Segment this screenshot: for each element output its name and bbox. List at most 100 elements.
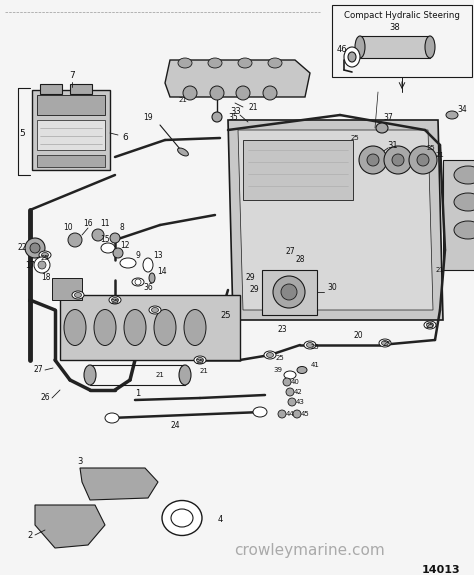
Circle shape [92,229,104,241]
Bar [37,120,105,150]
Circle shape [25,238,45,258]
Circle shape [113,248,123,258]
Ellipse shape [208,58,222,68]
Text: 10: 10 [63,224,73,232]
Bar [70,84,92,94]
Text: 2: 2 [27,531,33,539]
Circle shape [359,146,387,174]
Ellipse shape [379,339,391,347]
Ellipse shape [39,251,51,259]
Text: crowleymarine.com: crowleymarine.com [235,542,385,558]
Text: 11: 11 [100,220,110,228]
Ellipse shape [344,47,360,67]
Text: 24: 24 [170,420,180,430]
Circle shape [286,388,294,396]
Circle shape [135,279,141,285]
Bar [243,140,353,200]
Ellipse shape [101,243,115,253]
Circle shape [409,146,437,174]
Text: 25: 25 [221,310,231,320]
Ellipse shape [304,341,316,349]
Text: 45: 45 [301,411,310,417]
Text: 39: 39 [273,367,283,373]
Circle shape [281,284,297,300]
Text: 4: 4 [218,516,223,524]
Text: 13: 13 [153,251,163,259]
Bar [37,155,105,167]
Text: 6: 6 [122,133,128,143]
Text: 9: 9 [136,251,140,259]
Text: 7: 7 [69,71,75,80]
Ellipse shape [143,258,153,272]
Text: 21: 21 [155,372,164,378]
Circle shape [68,233,82,247]
Text: 18: 18 [41,274,51,282]
Bar [52,278,82,300]
Bar [32,90,110,170]
Ellipse shape [171,509,193,527]
Text: 19: 19 [143,113,153,122]
Text: 28: 28 [295,255,305,264]
Bar [37,95,105,115]
Ellipse shape [197,358,203,362]
Ellipse shape [454,221,474,239]
Text: 37: 37 [383,113,393,121]
Polygon shape [35,505,105,548]
Text: 21: 21 [179,97,187,103]
Ellipse shape [154,309,176,346]
Text: 8: 8 [119,224,124,232]
Ellipse shape [212,112,222,122]
Ellipse shape [264,351,276,359]
Ellipse shape [179,365,191,385]
Bar [40,84,62,94]
Text: 26: 26 [40,393,50,402]
Text: 25: 25 [351,135,359,141]
Text: 5: 5 [19,128,25,137]
Circle shape [183,86,197,100]
Text: 20: 20 [353,331,363,339]
Text: 31: 31 [388,140,398,150]
Ellipse shape [376,123,388,133]
Text: 30: 30 [327,283,337,293]
Text: 25: 25 [426,323,434,329]
Ellipse shape [268,58,282,68]
Text: 3: 3 [77,458,82,466]
Text: 33: 33 [231,108,241,117]
Ellipse shape [194,356,206,364]
Ellipse shape [74,293,82,297]
Circle shape [278,410,286,418]
Text: 34: 34 [457,105,467,114]
Bar [443,160,474,270]
Circle shape [210,86,224,100]
Ellipse shape [253,407,267,417]
Text: 36: 36 [143,283,153,293]
Text: 25: 25 [196,359,204,365]
Polygon shape [228,120,443,320]
Text: 43: 43 [296,399,304,405]
Text: 27: 27 [33,366,43,374]
Text: 25: 25 [275,355,284,361]
Ellipse shape [266,352,273,358]
Circle shape [34,257,50,273]
Circle shape [236,86,250,100]
Text: 1: 1 [136,389,141,397]
Ellipse shape [152,308,158,312]
Text: 21: 21 [200,368,209,374]
Circle shape [417,154,429,166]
Text: 29: 29 [245,274,255,282]
Text: 25: 25 [427,145,436,151]
Text: 14013: 14013 [421,565,460,575]
Ellipse shape [184,309,206,346]
Text: 12: 12 [120,240,130,250]
Ellipse shape [178,148,188,156]
Polygon shape [238,130,433,310]
Text: 44: 44 [286,411,294,417]
Circle shape [30,243,40,253]
Circle shape [367,154,379,166]
Ellipse shape [454,166,474,184]
Ellipse shape [427,323,434,328]
Ellipse shape [149,306,161,314]
Ellipse shape [446,111,458,119]
Text: 21: 21 [436,267,445,273]
Ellipse shape [64,309,86,346]
